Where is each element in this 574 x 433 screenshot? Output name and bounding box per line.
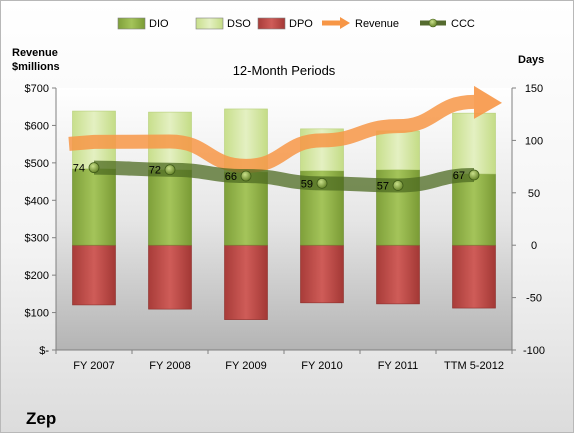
x-tick-label: FY 2008 (149, 360, 190, 372)
revenue-arrowhead (474, 85, 502, 119)
ccc-data-label: 66 (225, 171, 237, 183)
x-tick-label: FY 2007 (73, 360, 114, 372)
dio-bar (224, 171, 268, 246)
legend-swatch-dso (195, 17, 224, 30)
dso-bar (376, 130, 420, 171)
legend-label-dpo: DPO (289, 18, 313, 30)
left-ticks-group: $- $100 $200 $300 $400 $500 $600 $700 (25, 83, 56, 357)
chart-title: 12-Month Periods (233, 63, 336, 78)
legend: DIO DSO DPO Revenue CCC (117, 17, 475, 30)
x-tick-label: FY 2009 (225, 360, 266, 372)
left-axis-title-line1: Revenue (12, 47, 58, 59)
ccc-data-label: 72 (149, 165, 161, 177)
left-tick-label: $200 (25, 270, 49, 282)
plot-area (56, 88, 512, 350)
dio-bar (452, 173, 496, 246)
dpo-bar (452, 244, 496, 309)
right-axis-title: Days (518, 54, 544, 66)
x-tick-label: FY 2010 (301, 360, 342, 372)
dso-bar (452, 112, 496, 175)
dio-bar (72, 168, 116, 246)
legend-label-dio: DIO (149, 18, 169, 30)
left-tick-label: $400 (25, 195, 49, 207)
ccc-group: 74 72 66 59 57 67 (73, 160, 480, 192)
left-tick-label: $700 (25, 83, 49, 95)
left-tick-label: $100 (25, 308, 49, 320)
ccc-point (392, 180, 404, 191)
legend-swatch-dio (117, 17, 146, 30)
company-name: Zep (26, 409, 56, 428)
revenue-group (68, 85, 502, 173)
legend-swatch-dpo (257, 17, 286, 30)
ccc-point (88, 162, 100, 174)
legend-dot-ccc (428, 18, 438, 28)
x-tick-label: TTM 5-2012 (444, 360, 504, 372)
right-tick-label: 0 (531, 240, 537, 252)
dpo-bar (376, 244, 420, 305)
right-ticks-group: -100 -50 0 50 100 150 (512, 83, 545, 357)
category-labels-group: FY 2007 FY 2008 FY 2009 FY 2010 FY 2011 TTM 5… (55, 350, 513, 372)
left-tick-label: $- (39, 345, 49, 357)
dio-bar (148, 169, 192, 246)
ccc-point (468, 169, 480, 181)
left-axis-title-line2: $millions (12, 61, 60, 73)
legend-label-ccc: CCC (451, 18, 475, 30)
dpo-bar (72, 244, 116, 306)
ccc-data-label: 57 (377, 180, 389, 192)
legend-label-dso: DSO (227, 18, 251, 30)
dpo-bar (148, 244, 192, 310)
right-tick-label: -50 (526, 293, 542, 305)
ccc-point (316, 177, 328, 189)
ccc-data-label: 59 (301, 178, 313, 190)
left-tick-label: $500 (25, 158, 49, 170)
ccc-data-label: 74 (73, 163, 85, 175)
revenue-line (68, 94, 475, 173)
right-tick-label: 50 (528, 188, 540, 200)
left-tick-label: $300 (25, 233, 49, 245)
legend-arrowhead-revenue (340, 17, 350, 29)
x-tick-label: FY 2011 (378, 360, 419, 372)
ccc-point (164, 164, 176, 176)
left-tick-label: $600 (25, 120, 49, 132)
right-tick-label: 100 (525, 135, 543, 147)
right-tick-label: 150 (525, 83, 543, 95)
dpo-bar (224, 244, 268, 320)
dpo-bar (300, 244, 344, 304)
ccc-point (240, 170, 252, 182)
legend-label-revenue: Revenue (355, 18, 399, 30)
right-tick-label: -100 (523, 345, 545, 357)
bars-group (72, 108, 496, 320)
ccc-data-label: 67 (453, 170, 465, 182)
